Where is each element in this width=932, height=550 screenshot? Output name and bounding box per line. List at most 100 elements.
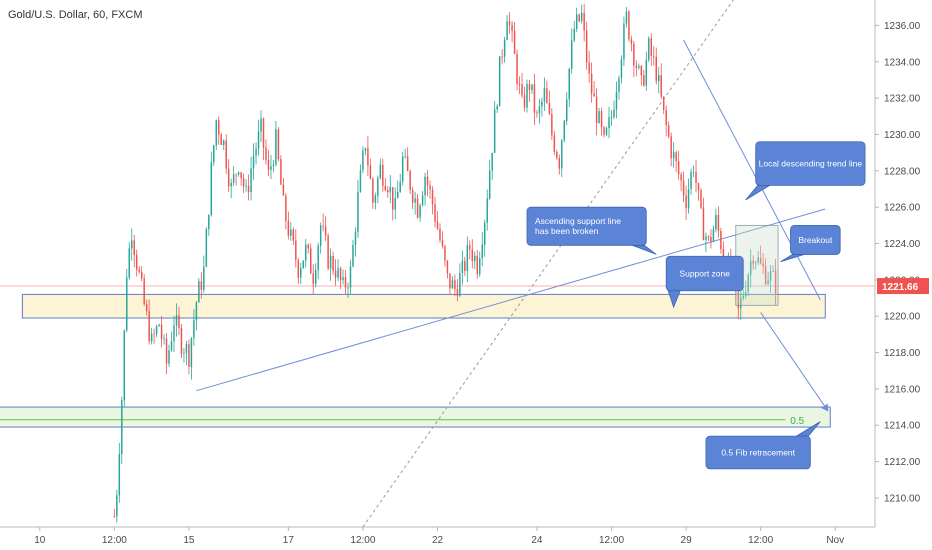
candle bbox=[404, 148, 406, 159]
candle bbox=[546, 80, 548, 104]
candle bbox=[471, 239, 474, 269]
candle bbox=[364, 147, 367, 156]
candle bbox=[399, 173, 401, 193]
candle bbox=[638, 63, 640, 70]
candle bbox=[198, 277, 200, 303]
candle bbox=[657, 66, 660, 94]
candle bbox=[242, 173, 245, 194]
candle bbox=[429, 180, 431, 199]
support-zone[interactable] bbox=[21, 293, 826, 319]
candle bbox=[464, 256, 466, 276]
candle bbox=[600, 107, 603, 136]
candle bbox=[409, 169, 411, 195]
candle bbox=[670, 132, 672, 167]
candle bbox=[324, 216, 327, 242]
ascending-support-callout-text: has been broken bbox=[535, 226, 599, 236]
candle bbox=[580, 4, 583, 24]
y-tick-label: 1210.00 bbox=[884, 493, 921, 504]
candle bbox=[667, 121, 670, 139]
candle bbox=[128, 242, 131, 280]
candle bbox=[113, 508, 116, 518]
candle bbox=[416, 193, 419, 219]
candle bbox=[508, 12, 511, 34]
dotted-trend-line[interactable] bbox=[362, 0, 734, 528]
candle bbox=[486, 189, 488, 231]
candle bbox=[213, 144, 215, 166]
candle bbox=[563, 119, 566, 143]
candle bbox=[334, 259, 337, 286]
breakout-callout[interactable]: Breakout bbox=[780, 224, 841, 263]
candle bbox=[598, 107, 600, 124]
candle bbox=[359, 164, 362, 193]
candle bbox=[210, 151, 213, 217]
candle bbox=[126, 268, 128, 333]
candle bbox=[481, 232, 483, 267]
candle bbox=[255, 142, 257, 165]
candle bbox=[180, 323, 183, 359]
candle bbox=[561, 139, 563, 178]
candle bbox=[165, 332, 168, 375]
candle bbox=[521, 72, 523, 99]
candle bbox=[754, 260, 757, 270]
candle bbox=[262, 117, 265, 160]
candle bbox=[116, 489, 118, 523]
candle bbox=[275, 120, 277, 167]
candle bbox=[367, 135, 369, 176]
x-tick-label: 29 bbox=[681, 535, 693, 546]
candle bbox=[342, 269, 344, 285]
candle bbox=[188, 339, 190, 375]
candle bbox=[488, 159, 491, 200]
candle bbox=[372, 176, 374, 209]
y-tick-label: 1224.00 bbox=[884, 239, 921, 250]
candle bbox=[170, 331, 173, 352]
candle bbox=[749, 249, 752, 288]
candle bbox=[608, 106, 610, 139]
x-tick-label: 12:00 bbox=[102, 535, 127, 546]
candle bbox=[392, 187, 394, 221]
candle bbox=[645, 51, 648, 91]
candle bbox=[374, 192, 377, 210]
candle bbox=[384, 178, 387, 192]
candle bbox=[195, 300, 198, 331]
x-tick-label: 24 bbox=[531, 535, 543, 546]
candle bbox=[712, 225, 715, 243]
candle bbox=[523, 86, 526, 112]
candle bbox=[225, 134, 227, 174]
candle bbox=[138, 266, 140, 275]
candle bbox=[314, 263, 317, 288]
candle bbox=[573, 20, 575, 43]
candle bbox=[451, 276, 454, 289]
candle bbox=[548, 90, 551, 116]
candle bbox=[680, 171, 682, 192]
descending-trendline-callout[interactable]: Local descending trend line bbox=[745, 141, 866, 201]
candle bbox=[434, 196, 436, 228]
candle bbox=[257, 119, 260, 156]
candle bbox=[588, 50, 590, 83]
support-zone-callout[interactable]: Support zone bbox=[665, 255, 744, 309]
candle bbox=[503, 36, 506, 63]
candle bbox=[344, 270, 347, 295]
projection-arrow[interactable] bbox=[760, 312, 829, 412]
candle bbox=[339, 266, 342, 290]
candle bbox=[513, 22, 516, 55]
candle bbox=[615, 81, 618, 119]
x-tick-label: 12:00 bbox=[748, 535, 773, 546]
candle bbox=[665, 105, 667, 137]
candle bbox=[387, 186, 389, 198]
fib-retracement-callout[interactable]: 0.5 Fib retracement bbox=[705, 421, 821, 470]
candle bbox=[774, 259, 777, 305]
candle bbox=[218, 116, 220, 145]
candle bbox=[327, 233, 329, 271]
candle bbox=[349, 259, 352, 295]
candle bbox=[240, 171, 242, 186]
candle bbox=[265, 139, 267, 165]
y-tick-label: 1232.00 bbox=[884, 94, 921, 105]
candle bbox=[421, 191, 424, 207]
candle bbox=[655, 47, 657, 85]
fib-zone[interactable] bbox=[0, 406, 831, 428]
candle bbox=[208, 214, 210, 236]
y-tick-label: 1234.00 bbox=[884, 57, 921, 68]
